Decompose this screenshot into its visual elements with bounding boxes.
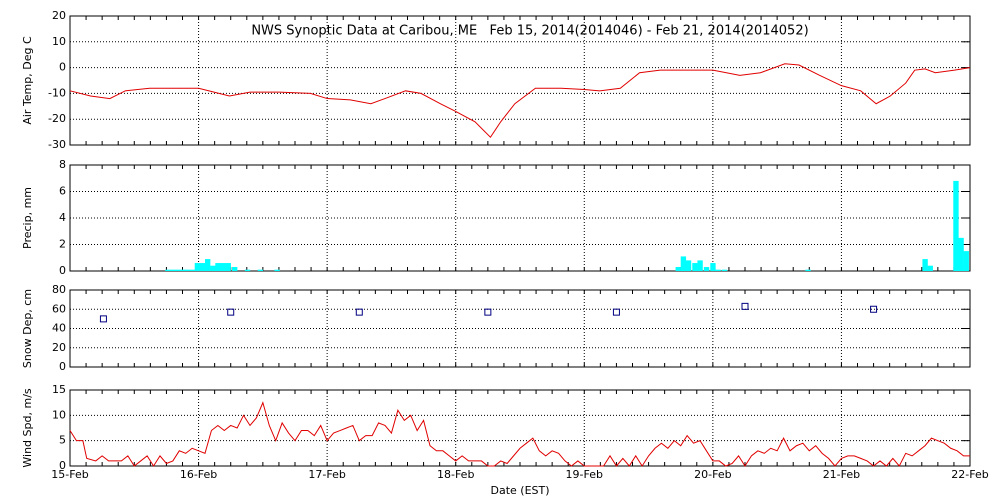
point [355,308,363,316]
x-tick-label: 21-Feb [823,468,860,481]
bar [184,269,190,271]
bar [715,269,721,271]
y-tick-label: 4 [59,211,66,224]
y-tick-label: 0 [59,61,66,74]
y-tick-label: -20 [48,112,66,125]
bar [692,263,698,271]
bar [963,251,969,271]
y-axis-label: Air Temp, Deg C [21,36,34,125]
x-tick-label: 19-Feb [566,468,603,481]
bar [194,263,201,271]
bar [922,259,928,271]
y-axis-label: Wind Spd, m/s [21,388,34,468]
bar [199,263,206,271]
bar [274,269,280,271]
point [484,308,492,316]
point [99,315,107,323]
data-line [69,63,971,139]
y-tick-label: 8 [59,158,66,171]
bar [205,259,211,271]
y-tick-label: 10 [52,35,66,48]
y-tick-label: 20 [52,9,66,22]
bar [257,269,264,271]
y-tick-label: -30 [48,138,66,151]
bar [675,267,681,271]
bar [805,269,811,271]
bar [170,269,176,271]
y-tick-label: 15 [52,383,66,396]
x-tick-label: 16-Feb [180,468,217,481]
y-tick-label: 40 [52,322,66,335]
bar [703,267,710,271]
y-axis-label: Precip, mm [21,187,34,249]
bar [210,265,216,271]
x-tick-label: 18-Feb [437,468,474,481]
data-line [69,401,970,467]
chart-title: NWS Synoptic Data at Caribou, ME Feb 15,… [251,24,808,39]
bar [927,265,933,271]
bar [232,267,238,271]
bar [165,269,171,271]
point [741,302,749,310]
bar [697,260,703,271]
bar [189,269,195,271]
bar [958,237,964,271]
y-tick-label: 10 [52,408,66,421]
y-tick-label: 0 [59,459,66,472]
y-tick-label: 5 [59,434,66,447]
bar [225,263,231,271]
y-tick-label: 0 [59,264,66,277]
y-tick-label: 80 [52,283,66,296]
bar [215,263,221,271]
bar [220,263,226,271]
y-tick-label: 0 [59,360,66,373]
bar [721,269,728,271]
y-tick-label: 2 [59,238,66,251]
x-tick-label: 22-Feb [951,468,988,481]
y-tick-label: 20 [52,341,66,354]
bar [953,180,959,271]
bar [680,256,687,271]
x-axis-label: Date (EST) [490,484,549,497]
x-tick-label: 15-Feb [51,468,88,481]
point [612,308,620,316]
y-tick-label: 60 [52,302,66,315]
bar [180,269,186,271]
x-tick-label: 17-Feb [308,468,345,481]
bar [175,269,181,271]
bar [685,260,692,271]
point [870,305,878,313]
x-tick-label: 20-Feb [694,468,731,481]
point [227,308,235,316]
y-tick-label: 6 [59,185,66,198]
y-tick-label: -10 [48,86,66,99]
bar [244,269,251,271]
bar [710,263,716,271]
y-axis-label: Snow Dep, cm [21,289,34,368]
